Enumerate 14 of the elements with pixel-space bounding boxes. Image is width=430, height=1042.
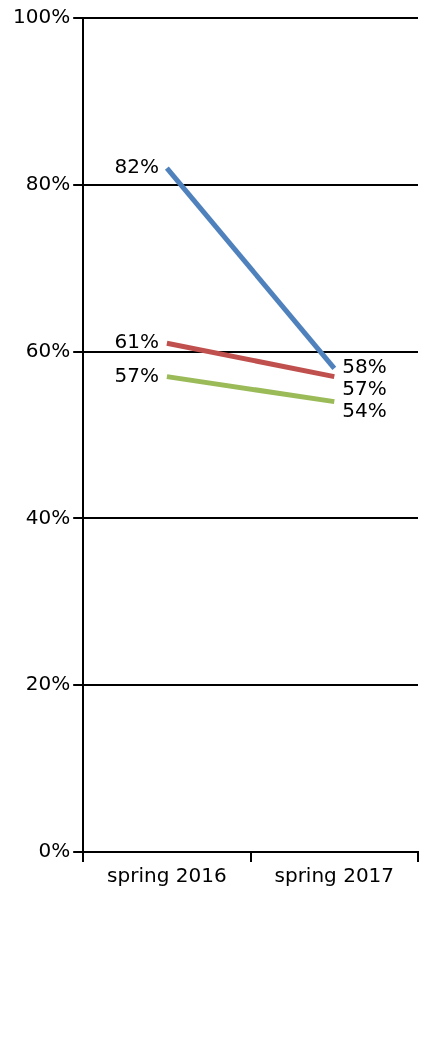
data-label: 61% — [114, 329, 159, 354]
data-label: 58% — [342, 354, 387, 379]
y-tick-label: 80% — [25, 171, 71, 195]
data-label: 57% — [342, 376, 387, 401]
data-label: 54% — [342, 398, 387, 423]
x-tick-label: spring 2017 — [274, 863, 395, 888]
x-tick-label: spring 2016 — [107, 863, 227, 888]
y-tick-label: 100% — [12, 4, 71, 29]
y-tick-label: 60% — [25, 337, 71, 362]
data-label: 57% — [114, 362, 159, 387]
y-tick-label: 20% — [25, 671, 71, 696]
y-tick-label: 40% — [25, 504, 71, 529]
data-label: 82% — [114, 154, 159, 179]
y-tick-label: 0% — [38, 838, 71, 863]
